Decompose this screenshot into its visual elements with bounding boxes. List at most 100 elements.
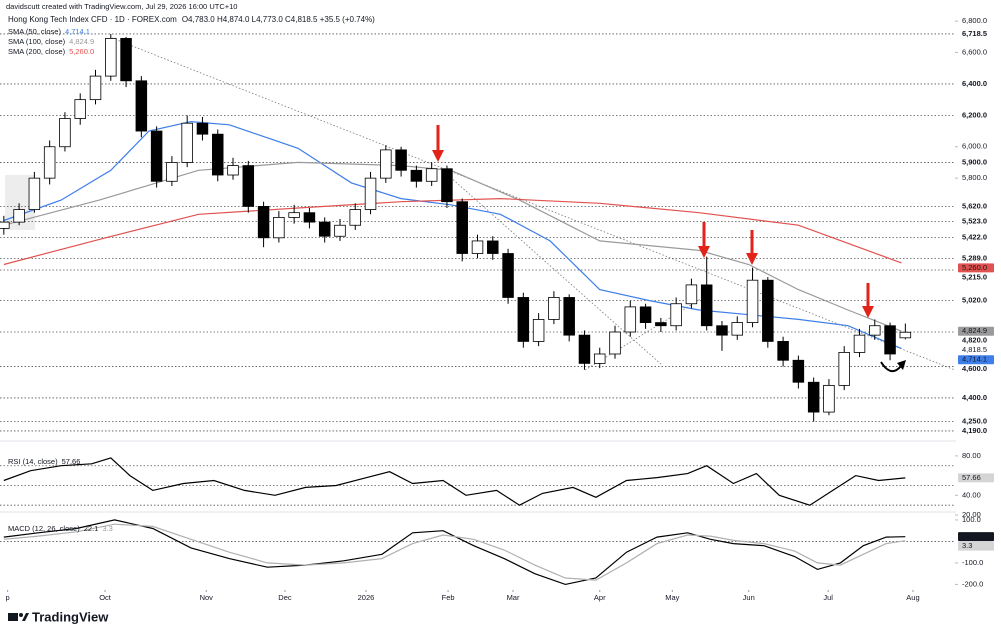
curved-arrow xyxy=(880,361,902,373)
legend-name: SMA (200, close) xyxy=(8,47,66,56)
candle-body xyxy=(273,216,285,239)
candle-body xyxy=(211,133,224,176)
candle-body xyxy=(227,165,239,176)
legend-value: 4,824.9 xyxy=(69,37,94,46)
candle-body xyxy=(334,224,346,237)
price-axis: 6,800.0 6,600.0 6,000.0 5,800.0 6,718.5 6,400… xyxy=(955,0,1001,592)
x-tick-label: Jun xyxy=(743,593,755,602)
candle-body xyxy=(609,331,621,355)
y-axis-label: -100.0 xyxy=(962,558,983,567)
trend-line xyxy=(439,167,663,366)
symbol: Hong Kong Tech Index CFD · 1D · FOREX.co… xyxy=(8,15,177,24)
y-axis-label: 5,620.0 xyxy=(962,201,987,210)
candle-body xyxy=(655,322,667,327)
candle-body xyxy=(425,168,438,182)
y-axis-label: 6,718.5 xyxy=(962,29,987,38)
candle-body xyxy=(410,169,423,182)
legend-entry: SMA (200, close) 5,260.0 xyxy=(8,47,94,56)
x-tick-label: Feb xyxy=(442,593,455,602)
candle-body xyxy=(807,381,820,413)
legend-entry: SMA (50, close) 4,714.1 xyxy=(8,27,90,36)
candle-body xyxy=(395,149,407,171)
arrow-head xyxy=(432,150,444,162)
y-axis-label: 4,600.0 xyxy=(962,364,987,373)
candle-body xyxy=(487,240,499,254)
candle-body xyxy=(716,325,728,336)
candle-body xyxy=(349,209,362,226)
x-tick-label: Aug xyxy=(906,593,919,602)
candle-body xyxy=(762,279,774,342)
candle-body xyxy=(517,297,530,342)
candle-body xyxy=(792,359,805,383)
logo-text: TradingView xyxy=(32,609,109,624)
indicator-line xyxy=(3,197,902,266)
candle-body xyxy=(28,177,41,210)
y-axis-label: 3.3 xyxy=(962,541,972,550)
trend-line xyxy=(111,37,956,371)
legend-value: 22.1 xyxy=(84,524,99,533)
legend-title: RSI (14, close) xyxy=(8,457,58,466)
candle-body xyxy=(43,146,56,179)
y-axis-label: 5,900.0 xyxy=(962,157,987,166)
candle-body xyxy=(288,212,300,218)
candle-body xyxy=(13,209,25,223)
y-axis-label: 5,289.0 xyxy=(962,253,987,262)
y-axis-label: 6,200.0 xyxy=(962,110,987,119)
legend-entry: MACD (12, 26, close) 22.1 3.3 xyxy=(8,524,113,533)
y-axis-label: 6,600.0 xyxy=(962,48,987,57)
y-axis-label: 40.00 xyxy=(962,490,981,499)
logo-icon xyxy=(8,613,18,621)
value-tag xyxy=(958,263,994,273)
y-axis-label: 6,800.0 xyxy=(962,16,987,25)
candle-body xyxy=(150,130,163,182)
y-axis-label: 5,020.0 xyxy=(962,296,987,305)
indicator-line xyxy=(3,457,906,506)
candle-body xyxy=(593,353,606,364)
y-axis-label: 5,800.0 xyxy=(962,173,987,182)
y-axis-label: 5,260.0 xyxy=(962,263,987,272)
indicator-line xyxy=(3,519,906,586)
candle-body xyxy=(303,212,316,223)
y-axis-label: 4,400.0 xyxy=(962,393,987,402)
candle-body xyxy=(380,149,392,179)
candle-body xyxy=(105,38,117,77)
ohlc: O4,783.0 H4,874.0 L4,773.0 C4,818.5 +35.… xyxy=(182,15,375,24)
x-tick-label: p xyxy=(6,593,10,602)
legend-value: 5,260.0 xyxy=(69,47,94,56)
axis-background xyxy=(956,0,1001,592)
logo-icon xyxy=(22,613,29,621)
candle-body xyxy=(548,297,560,320)
x-tick-label: Jul xyxy=(823,593,833,602)
indicator-line xyxy=(3,523,906,581)
y-axis-label: 80.00 xyxy=(962,451,981,460)
x-tick-label: 2026 xyxy=(358,593,375,602)
candle-body xyxy=(731,322,744,336)
y-axis-label: 4,824.9 xyxy=(962,326,987,335)
candle-body xyxy=(884,325,896,355)
y-axis-label: 57.66 xyxy=(962,473,981,482)
value-tag xyxy=(958,355,994,365)
x-tick-label: Mar xyxy=(507,593,520,602)
arrow-head xyxy=(698,246,710,258)
y-axis-label: 4,714.1 xyxy=(962,355,987,364)
candle-body xyxy=(257,206,270,239)
symbol-line: Hong Kong Tech Index CFD · 1D · FOREX.co… xyxy=(8,15,375,24)
value-tag xyxy=(958,326,994,336)
candle-body xyxy=(700,284,713,327)
y-axis-label: 4,818.5 xyxy=(962,345,987,354)
candle-body xyxy=(746,279,759,323)
candle-body xyxy=(563,297,575,336)
candle-body xyxy=(0,221,10,229)
candle-body xyxy=(777,341,789,361)
y-axis-label: -200.0 xyxy=(962,579,983,588)
y-axis-label: 6,000.0 xyxy=(962,142,987,151)
arrow-head xyxy=(862,306,874,318)
legend-entry: RSI (14, close) 57.66 xyxy=(8,457,80,466)
background xyxy=(0,37,1001,513)
y-axis-label: 100.0 xyxy=(962,515,981,524)
y-axis-label: 20.00 xyxy=(962,510,981,519)
candle-body xyxy=(578,334,591,364)
curved-arrow-head xyxy=(897,360,906,370)
